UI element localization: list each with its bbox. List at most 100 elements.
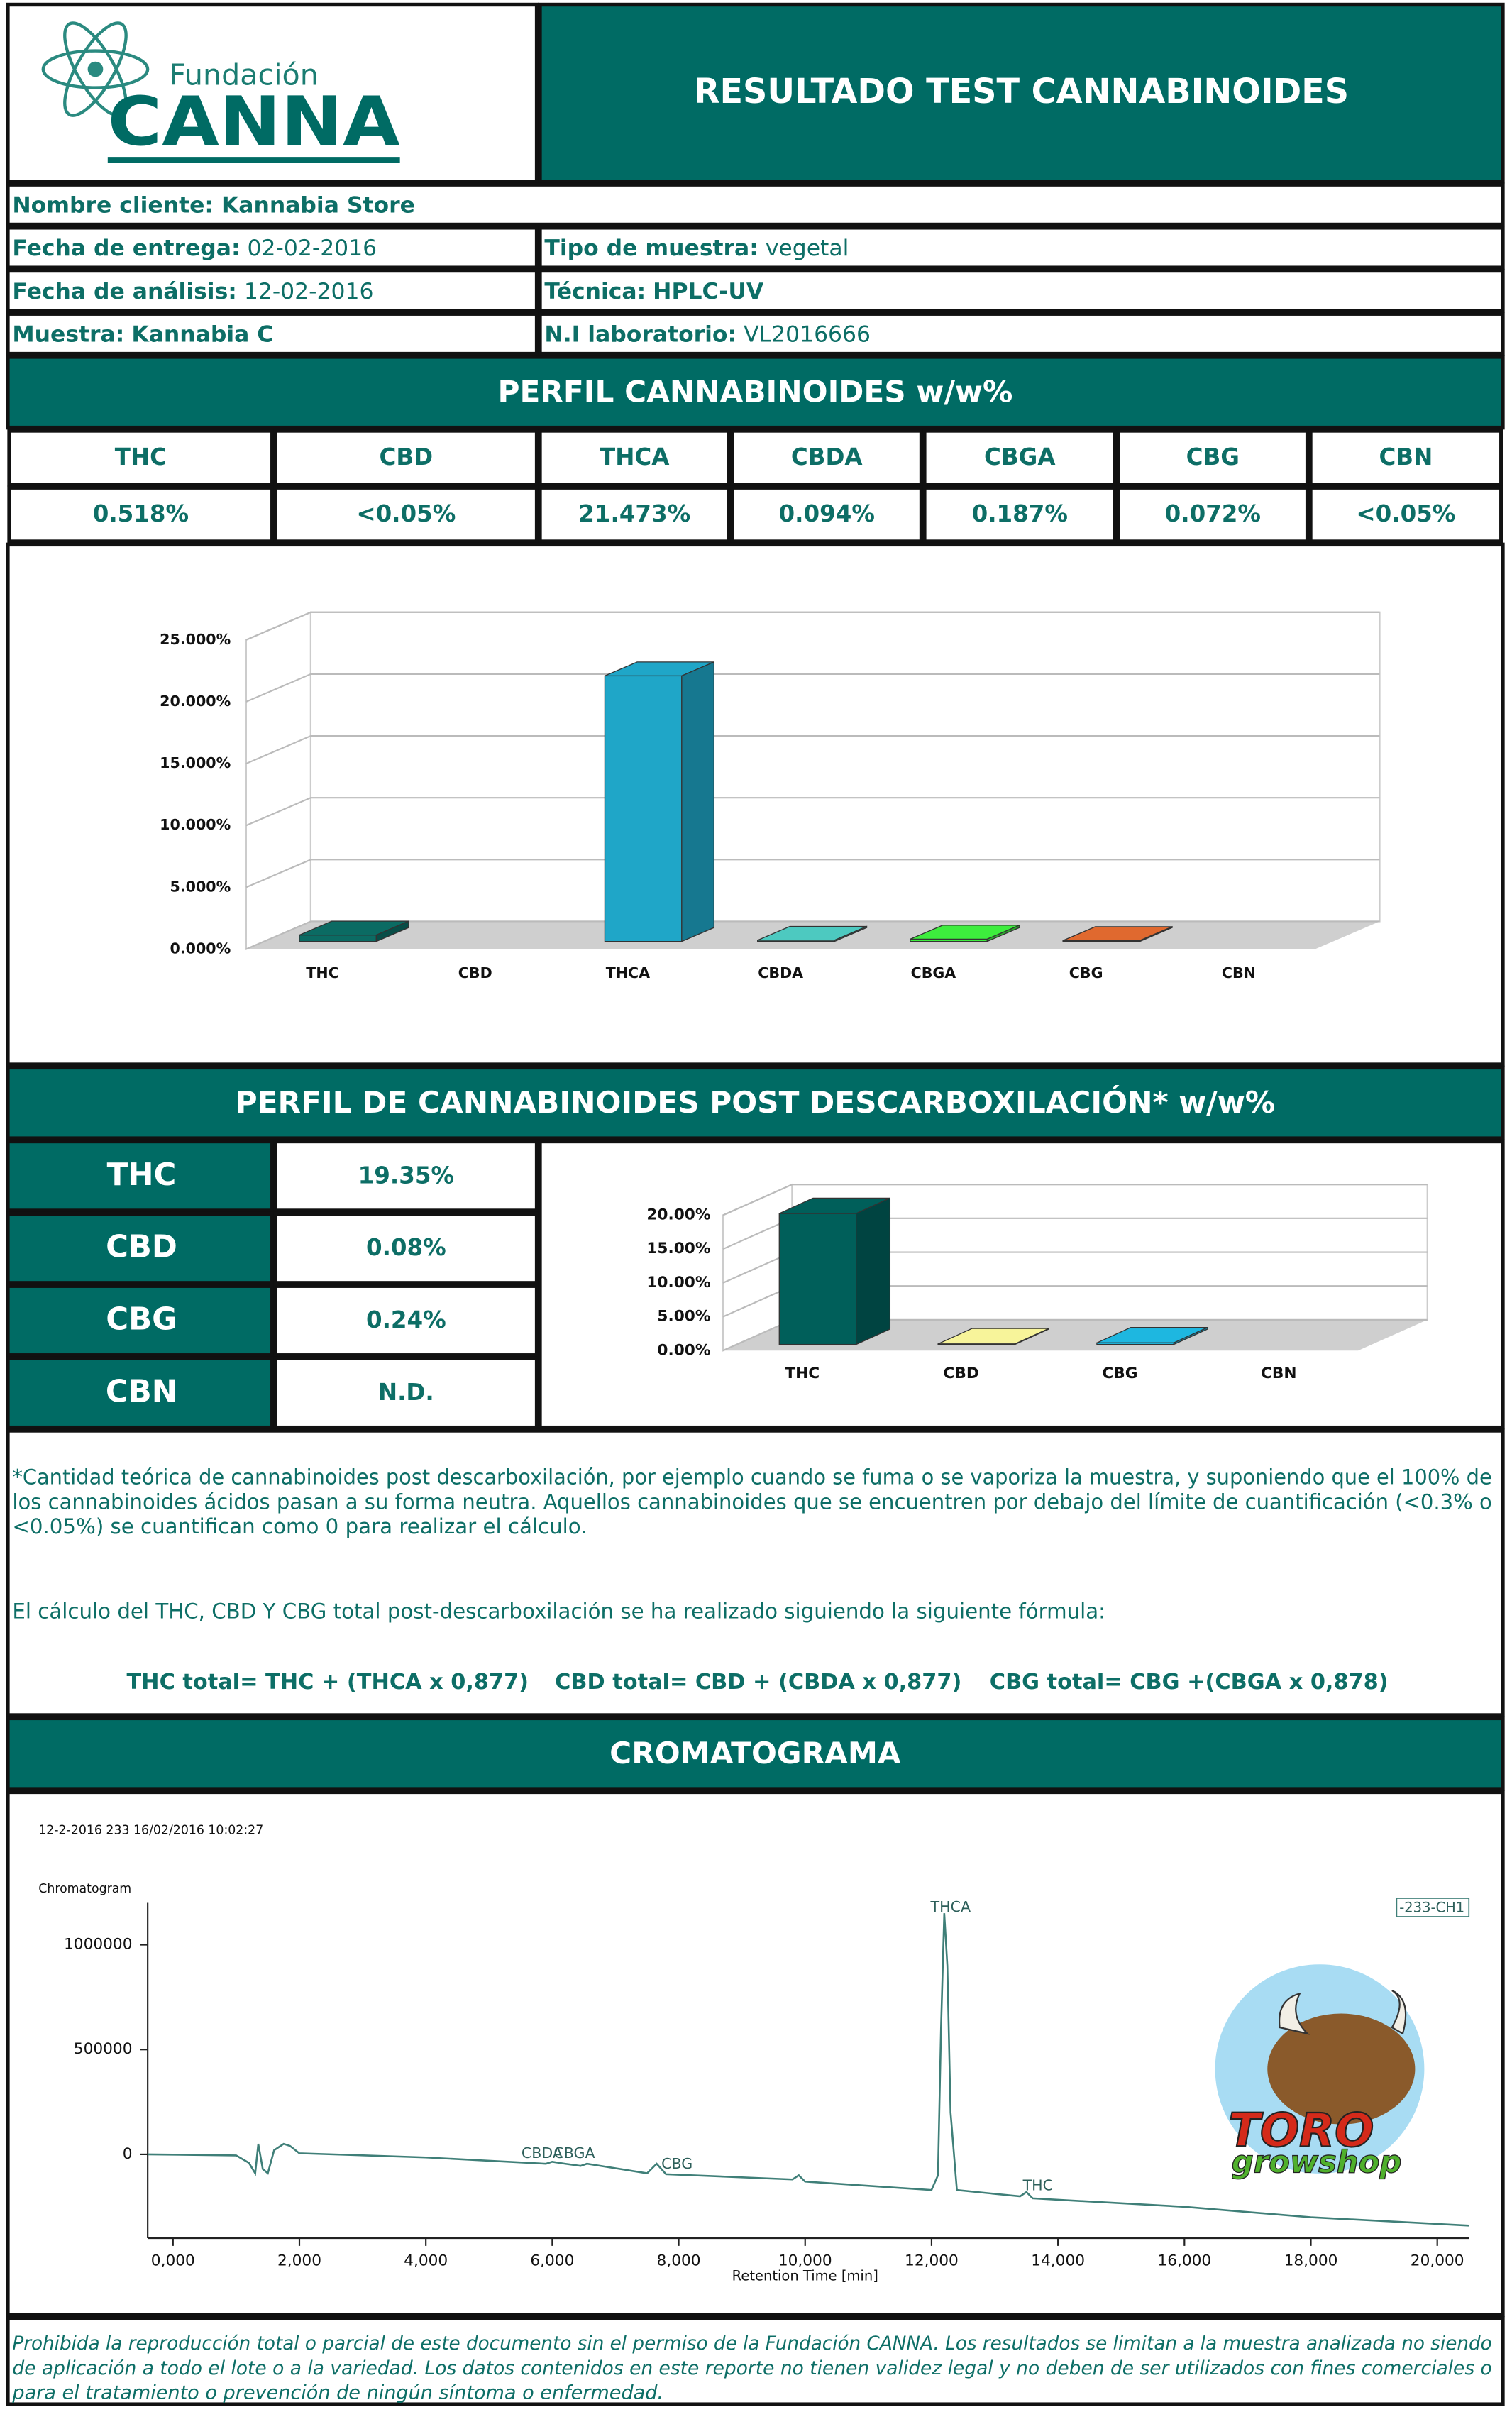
y-tick-label: 1000000 (64, 1936, 132, 1954)
column-header: CBG (1186, 444, 1240, 470)
row-header: CBN (106, 1374, 177, 1409)
y-tick-label: 10.000% (160, 816, 231, 833)
cell (538, 485, 732, 544)
y-tick-label: 15.000% (160, 754, 231, 771)
note-line: *Cantidad teórica de cannabinoides post … (12, 1465, 1491, 1489)
x-tick-label: CBN (1222, 964, 1256, 981)
cell (6, 182, 1505, 227)
cell (6, 268, 539, 313)
logo-underline (107, 157, 400, 163)
column-value: 0.094% (779, 500, 875, 527)
y-tick-label: 5.00% (657, 1308, 710, 1326)
peak-label: THCA (930, 1898, 971, 1915)
cell (6, 226, 539, 270)
x-tick-label: CBD (458, 964, 492, 981)
column-value: 0.518% (93, 500, 189, 527)
note-line: <0.05%) se cuantifican como 0 para reali… (12, 1514, 587, 1538)
info-field: N.I laboratorio: VL2016666 (544, 322, 871, 348)
x-tick-label: 16,000 (1157, 2252, 1211, 2270)
info-value: 02-02-2016 (248, 236, 377, 261)
logo-nucleus (87, 61, 104, 77)
peak-label: CBDA (522, 2144, 563, 2162)
x-axis-label: Retention Time [min] (732, 2268, 878, 2284)
x-tick-label: 18,000 (1284, 2252, 1338, 2270)
cell (6, 1139, 275, 1213)
info-value: Kannabia C (131, 322, 273, 348)
x-tick-label: CBG (1102, 1365, 1137, 1382)
section-title: PERFIL CANNABINOIDES w/w% (498, 374, 1013, 409)
disclaimer-line: de aplicación a todo el lote o a la vari… (12, 2357, 1491, 2379)
y-tick-label: 20.00% (646, 1206, 711, 1224)
bar (778, 1213, 857, 1345)
column-header: CBDA (791, 444, 863, 470)
info-value: vegetal (766, 236, 849, 261)
cell (6, 312, 539, 356)
x-tick-label: CBDA (758, 964, 803, 981)
bar (604, 675, 683, 942)
bar-side (1173, 1326, 1208, 1345)
section-title: PERFIL DE CANNABINOIDES POST DESCARBOXIL… (236, 1084, 1275, 1120)
formula-intro: El cálculo del THC, CBD Y CBG total post… (12, 1599, 1105, 1623)
logo-text: Fundación (170, 57, 319, 92)
cell (538, 312, 1505, 356)
x-tick-label: CBD (943, 1365, 978, 1382)
x-tick-label: CBN (1261, 1365, 1297, 1382)
info-field: Fecha de análisis: 12-02-2016 (12, 279, 373, 304)
cell (922, 429, 1118, 487)
x-tick-label: 4,000 (404, 2252, 448, 2270)
cell (1308, 485, 1503, 544)
info-label: Técnica: (544, 279, 646, 304)
watermark-horns (1279, 1990, 1407, 2035)
disclaimer-line: Prohibida la reproducción total o parcia… (12, 2333, 1491, 2355)
disclaimer-line: para el tratamiento o prevención de ning… (11, 2381, 663, 2403)
logo-orbit (63, 21, 128, 117)
watermark-head (1267, 2013, 1416, 2125)
floor (722, 1319, 1428, 1351)
column-header: THC (115, 444, 167, 470)
row-header: CBG (106, 1302, 177, 1338)
watermark-sub: growshop (1232, 2144, 1402, 2180)
cell (6, 1284, 275, 1358)
peak-label: THC (1022, 2176, 1053, 2193)
x-tick-label: 0,000 (151, 2252, 195, 2270)
document-title: RESULTADO TEST CANNABINOIDES (694, 72, 1349, 111)
trace (148, 1913, 1469, 2227)
info-value: VL2016666 (744, 322, 871, 348)
peak-label: CBG (661, 2155, 692, 2172)
cell (273, 1284, 539, 1358)
info-field: Técnica: HPLC-UV (544, 279, 763, 304)
row-value: 0.08% (366, 1234, 446, 1261)
grid-line (245, 611, 1380, 641)
y-tick-label: 25.000% (160, 631, 231, 648)
bar (299, 934, 377, 942)
column-value: 0.187% (972, 500, 1068, 527)
grid-line (245, 859, 1380, 888)
column-value: 0.072% (1165, 500, 1261, 527)
cell (6, 1211, 275, 1285)
x-tick-label: THC (306, 964, 338, 981)
column-header: CBD (380, 444, 434, 470)
cell (538, 268, 1505, 313)
cell (273, 1211, 539, 1285)
formula: CBG total= CBG +(CBGA x 0,878) (990, 1670, 1389, 1695)
y-tick-label: 0 (123, 2145, 133, 2163)
cell (538, 226, 1505, 270)
cell (730, 485, 924, 544)
bar-side (681, 661, 715, 942)
cell (1116, 429, 1310, 487)
grid-line (245, 797, 1380, 827)
x-tick-label: 6,000 (530, 2252, 574, 2270)
row-header: CBD (106, 1230, 177, 1265)
x-tick-label: 8,000 (657, 2252, 701, 2270)
grid-line (722, 1184, 1428, 1216)
bar-side (856, 1197, 891, 1345)
info-label: Fecha de análisis: (12, 279, 236, 304)
column-value: 21.473% (578, 500, 690, 527)
x-tick-label: CBG (1069, 964, 1103, 981)
back-wall (309, 611, 1381, 923)
client-name: Nombre cliente: Kannabia Store (12, 192, 415, 218)
column-header: CBGA (984, 444, 1055, 470)
y-tick-label: 500000 (74, 2040, 133, 2058)
